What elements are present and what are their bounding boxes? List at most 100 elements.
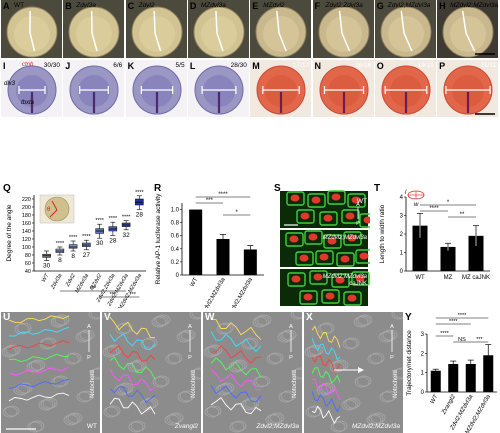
cell-texture xyxy=(38,399,54,411)
cell-texture xyxy=(168,412,184,424)
cell-texture xyxy=(366,414,382,426)
panel-label: MZdvl2;MZdvl3a xyxy=(351,423,400,430)
nucleus xyxy=(345,212,355,220)
panel-label: Zdvl2 xyxy=(138,2,155,9)
cell-texture xyxy=(54,314,70,326)
yolk xyxy=(327,75,360,107)
yolk xyxy=(202,75,235,107)
cell-texture xyxy=(91,367,100,379)
panel-letter: E xyxy=(252,1,259,11)
cell-texture xyxy=(382,329,398,341)
cell-texture xyxy=(16,322,32,334)
cell-texture xyxy=(207,344,223,356)
cell-track xyxy=(311,325,341,348)
cell-texture xyxy=(379,391,395,403)
cell-texture xyxy=(66,352,82,364)
x-tick-label: MZdvl2;MZdvl3a xyxy=(227,276,255,308)
cell-texture xyxy=(104,345,120,357)
panel-letter: U xyxy=(3,312,11,323)
panel-label: MZdvl2 xyxy=(263,2,285,9)
cell-outline xyxy=(319,211,338,226)
bracket-stars: ** xyxy=(460,212,465,218)
cell-texture xyxy=(4,405,20,417)
x-tick-label: MZ caJNK xyxy=(462,275,490,281)
axis-a: A xyxy=(390,324,394,330)
cell-track xyxy=(109,316,155,339)
cell-texture xyxy=(88,312,100,320)
cell-texture xyxy=(63,414,79,426)
cell-texture xyxy=(293,367,302,379)
cell-texture xyxy=(256,314,272,326)
cell-texture xyxy=(77,330,93,342)
panel-letter: I xyxy=(3,61,6,71)
cell-texture xyxy=(30,359,46,371)
y-tick-label: 2 xyxy=(400,232,404,238)
cell-texture xyxy=(128,421,144,433)
bar xyxy=(483,355,494,392)
panel-letter: S xyxy=(274,183,281,194)
embryo-tile: B Zdvl3a xyxy=(63,0,125,58)
axis-a: A xyxy=(356,202,360,208)
cell-texture xyxy=(89,368,100,380)
stars: **** xyxy=(122,215,131,221)
cell-texture xyxy=(155,314,171,326)
count-label: 30 xyxy=(96,240,104,247)
nucleus xyxy=(327,237,337,245)
angle-line xyxy=(276,10,288,52)
panel-r-chart: 0 0.2 0.4 0.6 0.8 1.0 Relative AP-1 luciferase… xyxy=(155,192,264,318)
x-tick-label: WT xyxy=(415,275,425,281)
cell-texture xyxy=(76,391,92,403)
cell-outline xyxy=(331,273,350,288)
cell-texture xyxy=(130,420,146,432)
cell-texture xyxy=(280,390,296,402)
yolk xyxy=(14,16,50,52)
cell-texture xyxy=(255,375,271,387)
panel-label: Zdvl3a xyxy=(76,2,96,9)
cell-outline xyxy=(295,251,314,266)
cell-texture xyxy=(180,329,196,341)
inset-label: θ xyxy=(47,207,51,213)
cell-texture xyxy=(189,312,201,320)
embryo-tile: D MZdvl3a xyxy=(187,0,249,58)
embryo-image xyxy=(63,0,125,58)
track-image: A P Notochord xyxy=(102,312,201,433)
cell-outline xyxy=(304,230,323,245)
y-axis-label: Length to width ratio xyxy=(379,204,386,263)
cell-texture xyxy=(394,367,403,379)
cell-track xyxy=(109,368,156,392)
nucleus xyxy=(313,273,323,281)
bracket-stars: **** xyxy=(440,331,449,337)
cell-texture xyxy=(154,375,170,387)
bracket-stars: *** xyxy=(130,292,137,298)
stars: **** xyxy=(95,218,104,224)
angle-line xyxy=(91,10,99,52)
bracket-stars: *** xyxy=(476,337,483,343)
count-label: 8 xyxy=(58,257,62,264)
y-tick-label: 2 xyxy=(421,351,425,357)
cell-outline xyxy=(286,191,305,206)
panel-letter: T xyxy=(374,183,381,194)
nucleus xyxy=(335,276,345,284)
cell-texture xyxy=(343,398,359,410)
cell-texture xyxy=(167,352,183,364)
panel-letter: K xyxy=(127,61,135,71)
panel-letter: N xyxy=(314,61,322,71)
panel-label: MZdvl3a xyxy=(200,2,226,9)
nucleus xyxy=(359,252,369,260)
nucleus xyxy=(291,275,301,283)
cell-track xyxy=(311,390,341,413)
cell-track xyxy=(210,369,262,391)
count-label: 30 xyxy=(43,263,51,270)
cell-texture xyxy=(51,376,67,388)
insitu-image xyxy=(437,60,499,117)
notochord-label: Notochord xyxy=(191,370,197,398)
cell-texture xyxy=(17,382,33,394)
cell-texture xyxy=(166,413,182,425)
panel-letter: Q xyxy=(3,183,11,194)
ratio-label: 5/5 xyxy=(175,62,185,69)
y-tick-label: 60 xyxy=(25,261,31,267)
cell-texture xyxy=(332,420,348,432)
panel-label: Zdvl2;MZdvl3a xyxy=(387,2,431,9)
cell-texture xyxy=(243,337,259,349)
